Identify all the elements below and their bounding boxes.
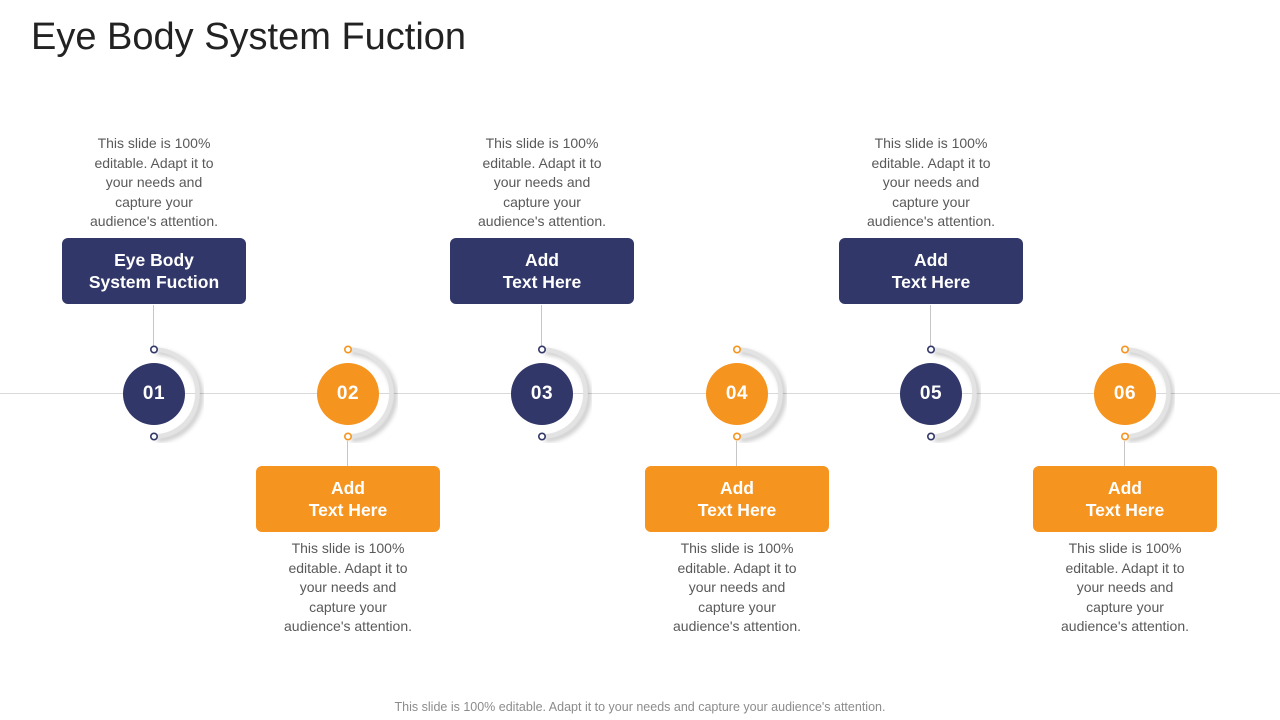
timeline-step-06: 06 Add Text Here This slide is 100% edit… (1028, 0, 1222, 720)
half-ring-arc (343, 345, 394, 441)
connector-line (930, 305, 931, 346)
step-description: This slide is 100% editable. Adapt it to… (867, 135, 995, 230)
step-number-badge: 02 (317, 363, 379, 425)
timeline-step-04: 04 Add Text Here This slide is 100% edit… (640, 0, 834, 720)
step-number-badge: 03 (511, 363, 573, 425)
step-description: This slide is 100% editable. Adapt it to… (90, 135, 218, 230)
text-placeholder-box[interactable]: Add Text Here (645, 466, 829, 532)
step-number-badge: 06 (1094, 363, 1156, 425)
text-placeholder-box[interactable]: Add Text Here (839, 238, 1023, 304)
half-ring-arc (926, 345, 977, 441)
step-number-badge: 01 (123, 363, 185, 425)
timeline-axis-line (0, 393, 1280, 394)
footer-note: This slide is 100% editable. Adapt it to… (394, 700, 886, 714)
slide-title: Eye Body System Fuction (31, 16, 467, 58)
text-placeholder-box[interactable]: Eye Body System Fuction (62, 238, 246, 304)
half-ring-arc (537, 345, 588, 441)
half-ring-arc (149, 345, 200, 441)
text-placeholder-box[interactable]: Add Text Here (1033, 466, 1217, 532)
half-ring-arc (732, 345, 783, 441)
connector-line (153, 305, 154, 346)
step-description: This slide is 100% editable. Adapt it to… (673, 540, 801, 635)
timeline-step-01: This slide is 100% editable. Adapt it to… (57, 0, 251, 720)
step-description: This slide is 100% editable. Adapt it to… (478, 135, 606, 230)
connector-line (1124, 441, 1125, 466)
step-description: This slide is 100% editable. Adapt it to… (284, 540, 412, 635)
connector-line (541, 305, 542, 346)
timeline-step-02: 02 Add Text Here This slide is 100% edit… (251, 0, 445, 720)
step-number-badge: 04 (706, 363, 768, 425)
timeline-step-03: This slide is 100% editable. Adapt it to… (445, 0, 639, 720)
text-placeholder-box[interactable]: Add Text Here (256, 466, 440, 532)
step-number-badge: 05 (900, 363, 962, 425)
half-ring-arc (1120, 345, 1171, 441)
connector-line (347, 441, 348, 466)
text-placeholder-box[interactable]: Add Text Here (450, 238, 634, 304)
connector-line (736, 441, 737, 466)
step-description: This slide is 100% editable. Adapt it to… (1061, 540, 1189, 635)
timeline-step-05: This slide is 100% editable. Adapt it to… (834, 0, 1028, 720)
